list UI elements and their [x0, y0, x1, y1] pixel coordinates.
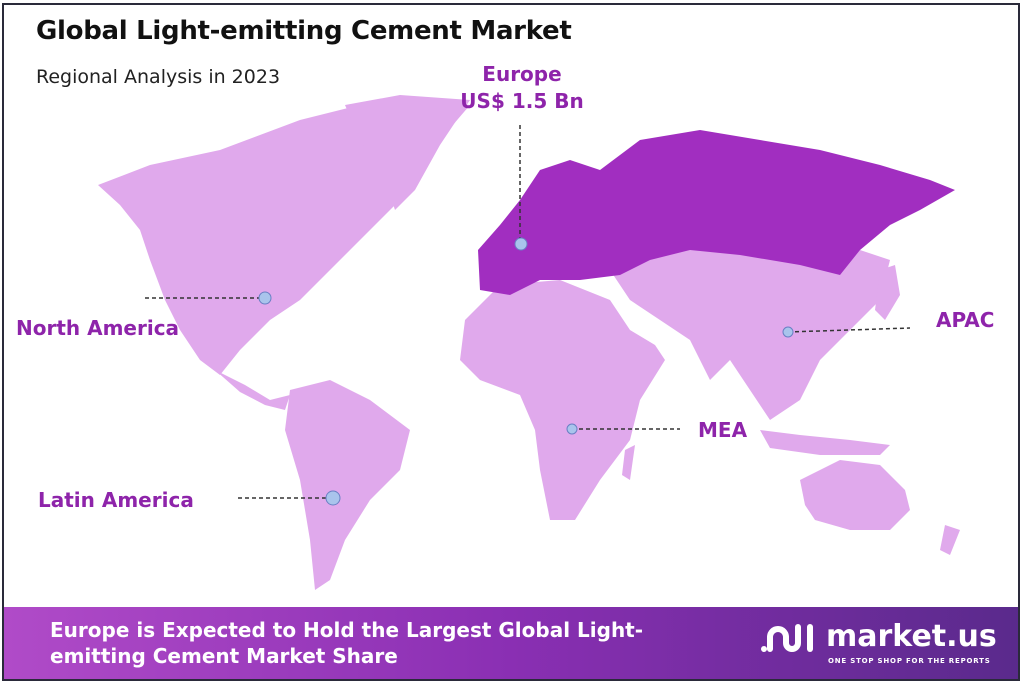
- mea-label: MEA: [698, 418, 748, 442]
- australia-shape: [800, 460, 910, 530]
- world-map: [98, 95, 960, 590]
- greenland-shape: [345, 95, 470, 210]
- north-america-marker: [258, 291, 272, 305]
- apac-marker: [782, 326, 794, 338]
- market-us-logo-icon: [761, 624, 813, 652]
- page-title: Global Light-emitting Cement Market: [36, 16, 572, 46]
- europe-russia-shape: [478, 130, 955, 295]
- north-america-label: North America: [16, 316, 180, 340]
- europe-name: Europe: [482, 62, 562, 86]
- brand-logo: market.us ONE STOP SHOP FOR THE REPORTS: [760, 619, 1010, 665]
- europe-value: US$ 1.5 Bn: [460, 89, 584, 113]
- mea-marker: [566, 423, 578, 435]
- page-subtitle: Regional Analysis in 2023: [36, 66, 281, 88]
- europe-marker: [514, 237, 528, 251]
- new-zealand-shape: [940, 525, 960, 555]
- japan-shape: [875, 265, 900, 320]
- latin-america-marker: [325, 490, 341, 506]
- europe-label: Europe US$ 1.5 Bn: [452, 61, 592, 115]
- africa-shape: [460, 280, 665, 520]
- north-america-shape: [98, 100, 470, 375]
- apac-leader-line: [787, 327, 911, 333]
- apac-label: APAC: [936, 308, 995, 332]
- central-america-shape: [215, 370, 290, 410]
- madagascar-shape: [622, 445, 635, 480]
- brand-tagline: ONE STOP SHOP FOR THE REPORTS: [828, 657, 991, 665]
- south-america-shape: [285, 380, 410, 590]
- footer-banner: Europe is Expected to Hold the Largest G…: [4, 607, 1018, 679]
- indonesia-shape: [760, 430, 890, 455]
- latin-america-label: Latin America: [38, 488, 194, 512]
- footer-text: Europe is Expected to Hold the Largest G…: [50, 618, 644, 668]
- brand-name: market.us: [826, 619, 997, 654]
- asia-shape: [610, 230, 890, 420]
- infographic-frame: [2, 3, 1020, 681]
